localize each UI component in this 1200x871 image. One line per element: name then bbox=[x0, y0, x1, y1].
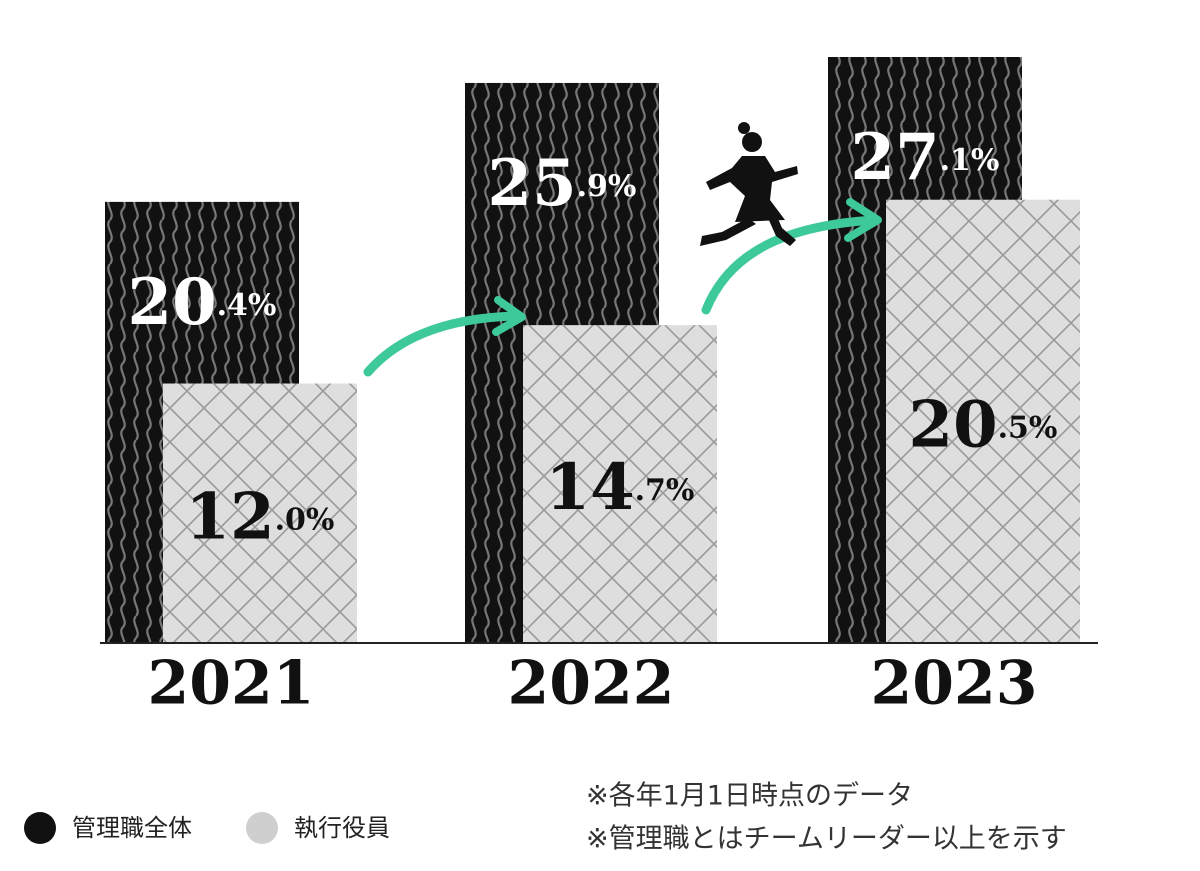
data-label: 20.4% bbox=[128, 264, 277, 339]
x-tick-label: 2021 bbox=[148, 649, 315, 719]
x-tick-label: 2022 bbox=[508, 649, 675, 719]
bar bbox=[886, 199, 1080, 643]
data-label: 12.0% bbox=[186, 479, 335, 554]
bar bbox=[523, 325, 717, 643]
legend-swatch bbox=[246, 812, 278, 844]
arrow-head bbox=[844, 198, 882, 242]
arrow-head bbox=[492, 296, 526, 336]
legend-label: 執行役員 bbox=[294, 814, 390, 842]
legend-swatch bbox=[24, 812, 56, 844]
bar bbox=[163, 383, 357, 643]
note: ※管理職とはチームリーダー以上を示す bbox=[586, 824, 1067, 855]
runner-icon bbox=[700, 122, 798, 246]
data-label: 25.9% bbox=[488, 145, 637, 220]
data-label: 20.5% bbox=[909, 387, 1058, 462]
bars bbox=[105, 57, 1080, 643]
data-label: 27.1% bbox=[851, 120, 1000, 195]
arrow bbox=[701, 215, 880, 315]
legend-label: 管理職全体 bbox=[72, 814, 192, 842]
note: ※各年1月1日時点のデータ bbox=[586, 781, 913, 812]
arrow bbox=[363, 311, 520, 377]
x-tick-label: 2023 bbox=[871, 649, 1038, 719]
data-label: 14.7% bbox=[546, 450, 695, 525]
